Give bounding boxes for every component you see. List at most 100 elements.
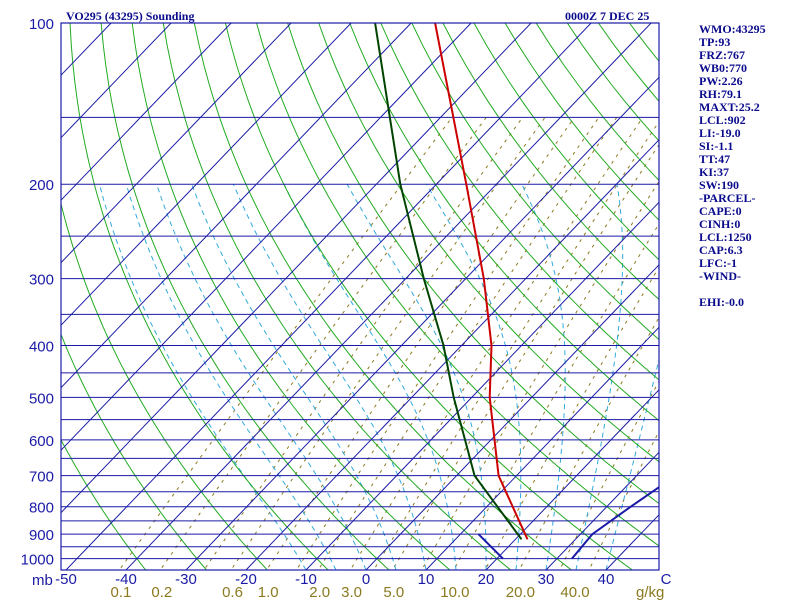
mixing-ratio-line bbox=[518, 316, 659, 570]
isotherms bbox=[61, 23, 659, 570]
index-item: EHI:-0.0 bbox=[699, 295, 744, 309]
dry-adiabat-line bbox=[287, 23, 659, 505]
isotherm-line bbox=[61, 23, 412, 389]
index-item: LCL:1250 bbox=[699, 230, 752, 244]
dry-adiabat-line bbox=[193, 23, 573, 570]
dry-adiabat-line bbox=[411, 23, 659, 341]
isotherm-line bbox=[65, 23, 592, 570]
temperature-tick-label: -20 bbox=[235, 571, 257, 588]
moist-adiabat-line bbox=[346, 183, 487, 570]
index-item: TP:93 bbox=[699, 35, 731, 49]
index-item: TT:47 bbox=[699, 152, 731, 166]
pressure-tick-label: 700 bbox=[29, 469, 54, 486]
dry-adiabat-line bbox=[349, 23, 659, 422]
mixing-ratio-line bbox=[559, 380, 659, 570]
mixing-ratio-label: 2.0 bbox=[309, 584, 330, 600]
moist-adiabat-line bbox=[156, 184, 367, 570]
temperature-tick-label: -40 bbox=[115, 571, 137, 588]
isotherm-line bbox=[61, 23, 352, 326]
dry-adiabat-line bbox=[131, 23, 451, 570]
isotherm-line bbox=[185, 76, 659, 570]
moist-adiabat-line bbox=[283, 183, 457, 570]
index-item: -PARCEL- bbox=[699, 191, 756, 205]
pressure-tick-label: 200 bbox=[29, 177, 54, 194]
temperature-tick-label: -10 bbox=[295, 571, 317, 588]
mixing-ratio-label: 20.0 bbox=[506, 584, 535, 600]
moist-adiabat-line bbox=[232, 184, 427, 570]
pressure-tick-labels: 100 200 300 400 500 600 700 800 900 1000 bbox=[21, 16, 54, 569]
dry-adiabat-line bbox=[162, 23, 512, 570]
index-item: WB0:770 bbox=[699, 61, 747, 75]
isotherm-line bbox=[61, 23, 172, 139]
temperature-tick-labels: -50 -40 -30 -20 -10 0 10 20 30 40 C bbox=[55, 571, 671, 588]
index-item: CINH:0 bbox=[699, 217, 741, 231]
index-item: CAPE:0 bbox=[699, 204, 742, 218]
mixing-ratio-line bbox=[118, 116, 453, 570]
dry-adiabat-line bbox=[255, 23, 659, 547]
mixing-ratio-label: 5.0 bbox=[383, 584, 404, 600]
temperature-tick-label: -50 bbox=[55, 571, 77, 588]
dry-adiabat-line bbox=[61, 201, 268, 570]
dry-adiabat-line bbox=[380, 23, 659, 381]
temperature-tick-label: 10 bbox=[418, 571, 435, 588]
mixing-ratio-label: 0.6 bbox=[222, 584, 243, 600]
index-item: PW:2.26 bbox=[699, 74, 743, 88]
dry-adiabat-line bbox=[473, 23, 659, 261]
isotherm-line bbox=[61, 23, 292, 264]
temperature-tick-label: 20 bbox=[478, 571, 495, 588]
isotherm-line bbox=[61, 23, 472, 451]
index-item: RH:79.1 bbox=[699, 87, 742, 101]
isotherm-line bbox=[61, 23, 532, 514]
index-item: SW:190 bbox=[699, 178, 740, 192]
temperature-tick-label: -30 bbox=[175, 571, 197, 588]
index-item: MAXT:25.2 bbox=[699, 100, 760, 114]
pressure-tick-label: 1000 bbox=[21, 552, 54, 569]
pressure-tick-label: 500 bbox=[29, 390, 54, 407]
stability-indices-panel: WMO:43295 TP:93 FRZ:767 WB0:770 PW:2.26 RH:79… bbox=[699, 23, 799, 309]
parcel-path bbox=[571, 485, 659, 560]
pressure-tick-label: 800 bbox=[29, 500, 54, 517]
mixing-ratio-line bbox=[349, 117, 644, 570]
plot-background bbox=[61, 23, 659, 570]
mixing-ratio-line bbox=[159, 117, 487, 570]
dry-adiabat-line bbox=[224, 23, 634, 570]
mixing-ratio-labels: 0.1 0.2 0.6 1.0 2.0 3.0 5.0 10.0 20.0 40.0 bbox=[110, 584, 589, 600]
mixing-ratio-lines bbox=[118, 116, 659, 570]
dry-adiabat-line bbox=[61, 333, 208, 570]
index-item: -WIND- bbox=[699, 269, 741, 283]
sounding-profiles bbox=[374, 23, 659, 560]
index-item: CAP:6.3 bbox=[699, 243, 743, 257]
pressure-tick-label: 100 bbox=[29, 16, 54, 33]
mixing-ratio-line bbox=[484, 266, 659, 570]
moist-adiabat-line bbox=[99, 184, 307, 570]
mixing-ratio-line bbox=[317, 117, 618, 570]
isotherm-line bbox=[125, 23, 652, 570]
mixing-ratio-label: 1.0 bbox=[258, 584, 279, 600]
dewpoint-profile bbox=[374, 23, 523, 540]
index-item: LCL:902 bbox=[699, 113, 746, 127]
dry-adiabat-line bbox=[100, 23, 390, 570]
pressure-tick-label: 600 bbox=[29, 433, 54, 450]
index-item: KI:37 bbox=[699, 165, 729, 179]
mixing-ratio-line bbox=[421, 180, 659, 570]
dry-adiabat-line bbox=[61, 438, 147, 570]
index-item: LI:-19.0 bbox=[699, 126, 741, 140]
mixing-ratio-label: 40.0 bbox=[560, 584, 589, 600]
mixing-ratio-line bbox=[453, 223, 659, 570]
dry-adiabat-line bbox=[442, 23, 659, 301]
mixing-ratio-unit-label: g/kg bbox=[636, 584, 664, 600]
index-item: WMO:43295 bbox=[699, 22, 766, 36]
temperature-tick-label: C bbox=[661, 571, 672, 588]
index-item: LFC:-1 bbox=[699, 256, 737, 270]
pressure-tick-label: 300 bbox=[29, 272, 54, 289]
sounding-title: VO295 (43295) Sounding bbox=[66, 9, 195, 23]
plot-frame bbox=[60, 22, 660, 571]
temperature-tick-label: 40 bbox=[598, 571, 615, 588]
mixing-ratio-label: 0.1 bbox=[110, 584, 131, 600]
index-item: FRZ:767 bbox=[699, 48, 745, 62]
moist-adiabat-line bbox=[191, 184, 397, 570]
mixing-ratio-line bbox=[203, 117, 524, 570]
isotherm-line bbox=[485, 389, 659, 570]
isotherm-line bbox=[245, 139, 659, 570]
